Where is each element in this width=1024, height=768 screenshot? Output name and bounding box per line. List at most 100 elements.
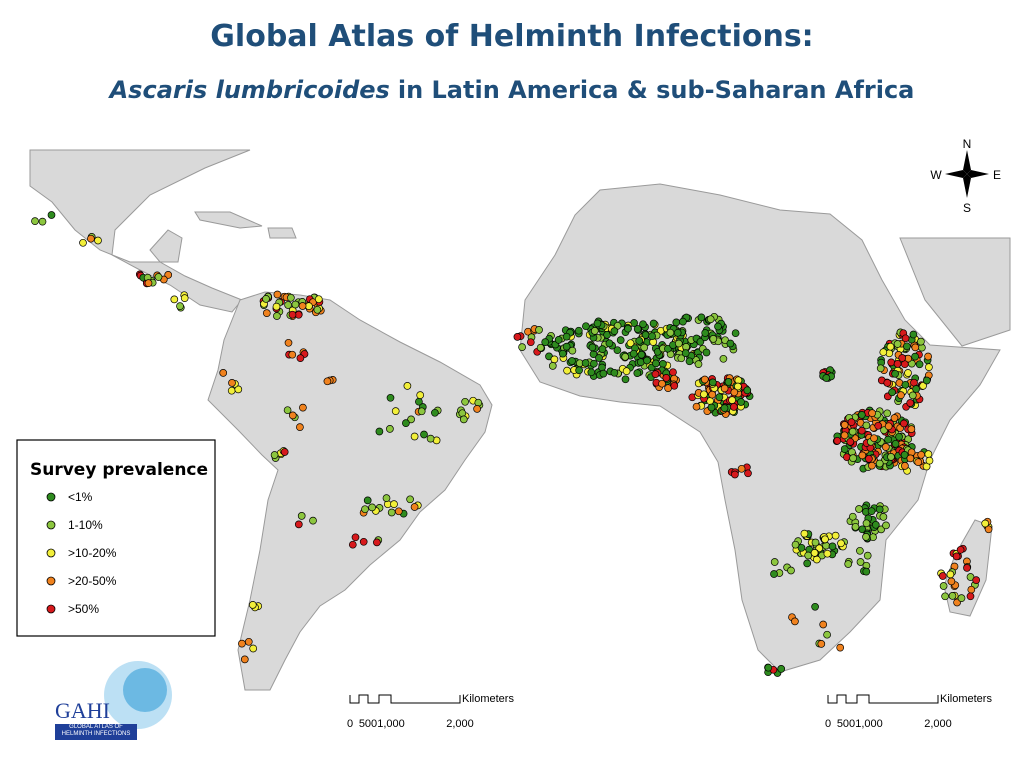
survey-point (890, 414, 899, 422)
survey-point (474, 398, 483, 407)
survey-point (939, 582, 948, 590)
scale-bar (349, 694, 461, 704)
survey-point (658, 379, 666, 388)
logo-band (55, 724, 137, 740)
survey-point (734, 382, 742, 391)
survey-point (563, 366, 571, 375)
survey-point (823, 630, 831, 639)
survey-point (984, 525, 993, 534)
survey-point (587, 368, 596, 377)
survey-point (909, 330, 918, 339)
survey-point (590, 327, 599, 335)
survey-point (903, 342, 911, 351)
survey-point (846, 437, 855, 446)
survey-point (673, 328, 682, 337)
survey-point (791, 540, 800, 549)
survey-point (862, 519, 871, 528)
survey-point (981, 519, 990, 528)
survey-point (626, 339, 635, 348)
survey-point (639, 320, 647, 329)
compass-n: N (963, 137, 972, 151)
legend-swatch (46, 492, 56, 502)
legend-label: >10-20% (68, 546, 117, 560)
survey-point (415, 397, 423, 406)
survey-point (568, 346, 577, 355)
survey-point (914, 458, 923, 466)
survey-point (831, 531, 840, 540)
survey-point (822, 374, 831, 382)
survey-point (862, 533, 870, 541)
survey-point (720, 404, 729, 412)
survey-point (313, 305, 322, 314)
survey-point (633, 325, 642, 333)
yucatan (149, 229, 183, 263)
survey-point (777, 665, 786, 673)
survey-point (891, 439, 900, 448)
survey-point (670, 381, 679, 390)
survey-point (724, 378, 733, 386)
survey-point (640, 343, 649, 352)
survey-point (288, 411, 297, 420)
survey-point (879, 348, 888, 357)
survey-point (700, 390, 708, 399)
legend-swatch (46, 548, 56, 558)
survey-point (272, 302, 281, 311)
survey-point (296, 354, 305, 362)
survey-point (416, 391, 425, 399)
survey-point (262, 309, 271, 317)
survey-point (643, 356, 651, 365)
survey-point (273, 290, 282, 299)
legend: Survey prevalence <1% 1-10% >10-20% >20-50%… (16, 439, 216, 637)
survey-point (919, 381, 927, 390)
survey-point (679, 317, 687, 326)
survey-point (891, 369, 899, 378)
survey-point (170, 295, 179, 304)
survey-point (879, 513, 888, 521)
survey-point (390, 500, 398, 508)
survey-point (868, 409, 876, 417)
survey-point (359, 537, 368, 546)
scale-unit: Kilometers (940, 693, 992, 705)
survey-point (694, 360, 703, 368)
survey-point (730, 403, 738, 411)
survey-point (402, 419, 410, 427)
survey-point (536, 343, 545, 352)
survey-point (287, 293, 295, 302)
survey-point (47, 211, 56, 219)
compass-s: S (963, 201, 971, 215)
survey-point (917, 450, 926, 459)
survey-point (599, 369, 608, 378)
survey-point (662, 374, 671, 382)
survey-point (804, 551, 813, 560)
legend-label: <1% (68, 490, 93, 504)
survey-point (648, 332, 656, 341)
scale-bar (827, 694, 939, 704)
survey-point (848, 427, 857, 436)
survey-point (659, 360, 667, 368)
survey-point (912, 385, 920, 393)
survey-point (833, 436, 842, 445)
survey-point (373, 538, 381, 547)
survey-point (770, 558, 779, 566)
survey-point (851, 522, 860, 531)
survey-point (361, 505, 369, 514)
survey-point (817, 640, 826, 648)
survey-point (730, 388, 739, 397)
survey-point (180, 294, 189, 302)
subtitle-rest: in Latin America & sub-Saharan Africa (398, 76, 915, 104)
survey-point (613, 346, 622, 355)
survey-point (911, 343, 920, 352)
survey-point (874, 421, 883, 430)
survey-point (697, 313, 706, 322)
survey-point (875, 505, 884, 514)
survey-point (637, 350, 646, 359)
africa (519, 183, 1001, 673)
survey-point (394, 507, 403, 516)
survey-point (227, 386, 236, 395)
survey-point (144, 279, 153, 287)
survey-point (574, 326, 583, 335)
survey-point (800, 529, 809, 538)
survey-point (847, 418, 856, 426)
survey-point (797, 543, 806, 552)
logo-tagline: GLOBAL ATLAS OF HELMINTH INFECTIONS (61, 724, 131, 737)
